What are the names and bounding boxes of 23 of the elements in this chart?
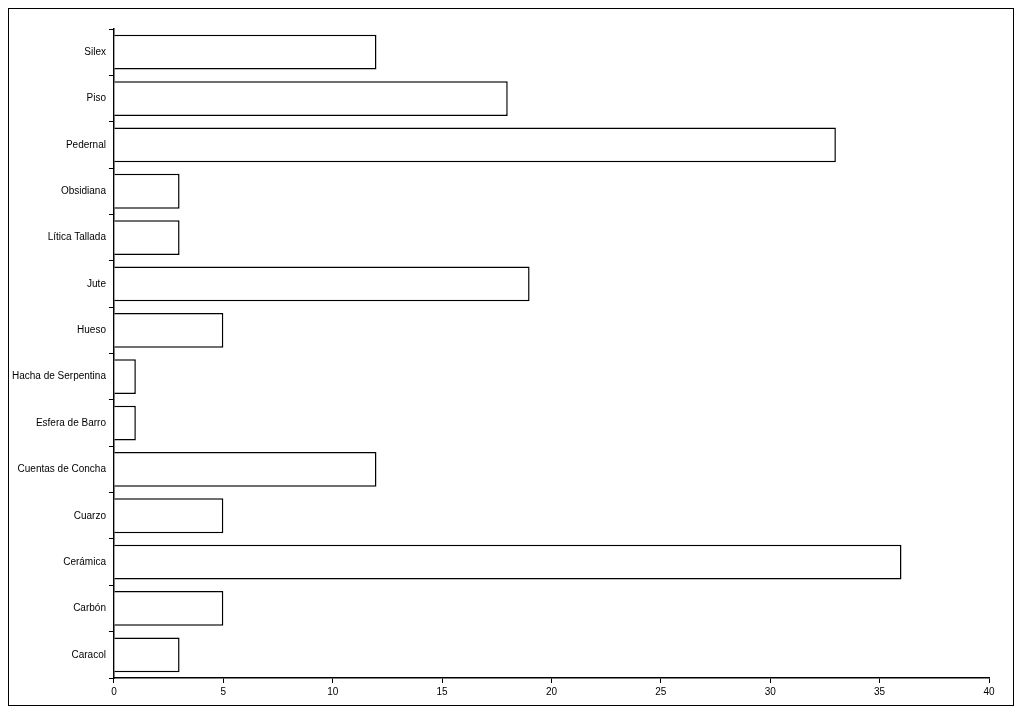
y-tick-label: Caracol	[71, 648, 106, 660]
x-tick-label: 30	[764, 685, 777, 697]
x-tick-label: 0	[111, 685, 118, 697]
y-tick-label: Cuarzo	[73, 509, 107, 521]
y-tick-label: Hueso	[77, 324, 107, 336]
x-tick-label: 40	[983, 685, 995, 697]
y-tick-label: Lítica Tallada	[47, 231, 107, 243]
y-tick-label: Obsidiana	[60, 185, 107, 196]
x-tick-label: 5	[220, 685, 227, 697]
y-tick-label: Silex	[84, 45, 106, 57]
x-tick-label: 35	[874, 685, 886, 697]
y-tick-label: Pedernal	[65, 138, 106, 150]
x-tick-label: 20	[545, 685, 558, 697]
y-tick-label: Cuentas de Concha	[17, 463, 107, 475]
y-tick-label: Hacha de Serpentina	[11, 370, 107, 382]
y-tick-label: Cerámica	[63, 555, 107, 567]
y-tick-label: Carbón	[73, 602, 106, 614]
y-tick-label: Esfera de Barro	[35, 416, 107, 428]
x-tick-label: 10	[327, 685, 339, 697]
x-tick-label: 25	[655, 685, 667, 697]
y-tick-label: Jute	[87, 277, 107, 289]
y-tick-label: Piso	[86, 92, 107, 104]
x-tick-label: 15	[436, 685, 449, 697]
